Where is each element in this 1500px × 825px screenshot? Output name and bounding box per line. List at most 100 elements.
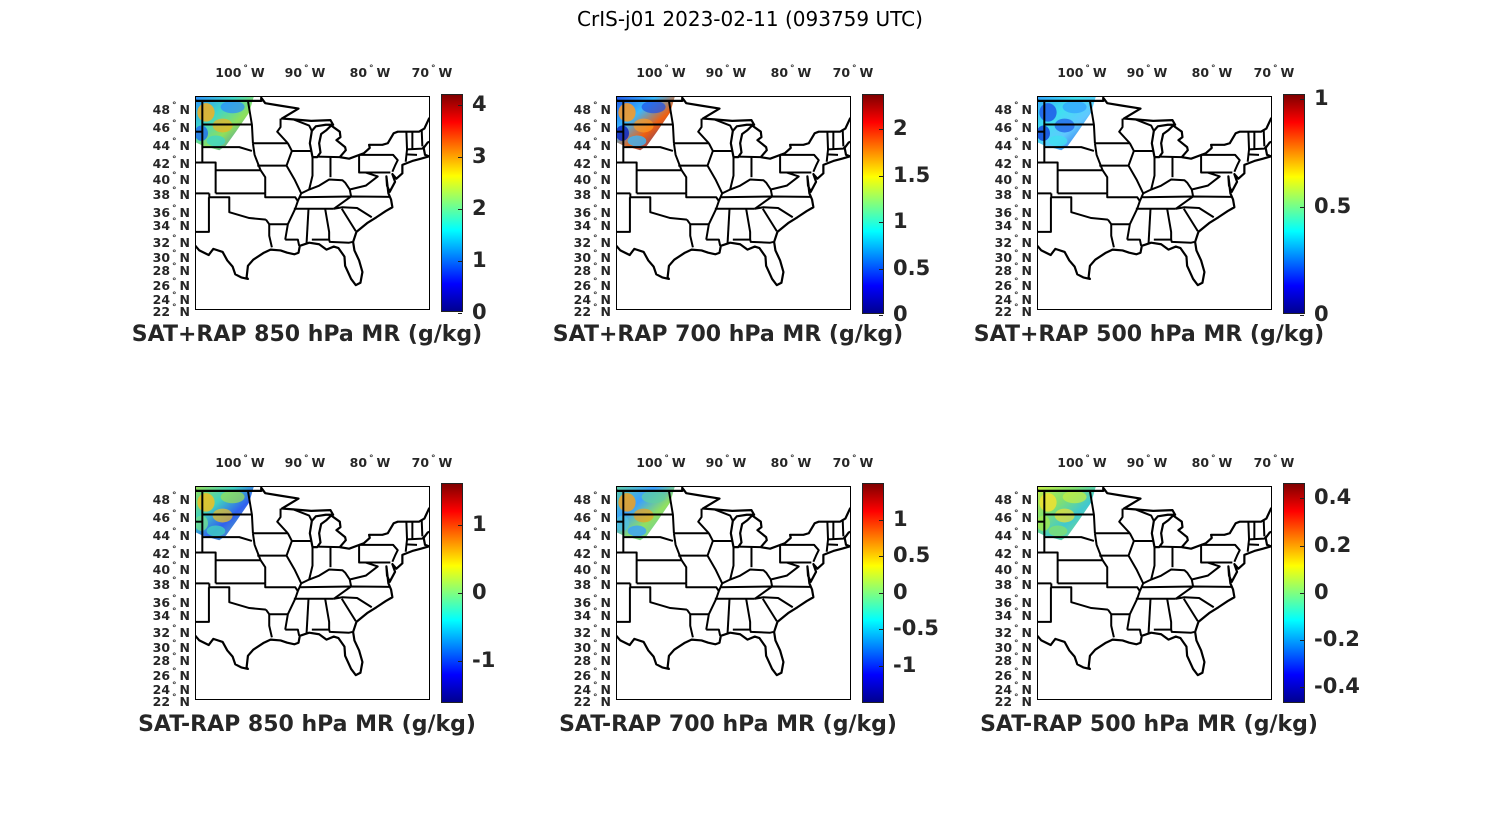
colorbar-tick-mark: [1300, 498, 1304, 500]
degree-symbol: °: [593, 527, 598, 537]
lat-hemisphere: N: [179, 292, 190, 307]
degree-symbol: °: [725, 454, 730, 464]
lat-value: 46: [573, 510, 592, 525]
state-border: [406, 522, 407, 552]
state-border: [196, 587, 209, 622]
longitude-label: 100 ° W: [636, 454, 685, 470]
state-border: [202, 537, 252, 541]
state-border: [1108, 610, 1130, 615]
latitude-label: 40 ° N: [995, 170, 1032, 186]
degree-symbol: °: [172, 291, 177, 301]
state-border: [728, 209, 730, 244]
longitude-label: 90 ° W: [285, 64, 326, 80]
latitude-label: 34 ° N: [574, 216, 611, 232]
state-border: [730, 157, 733, 189]
colorbar-tick-label: 2: [893, 116, 908, 141]
state-border: [407, 536, 424, 539]
degree-symbol: °: [593, 667, 598, 677]
lat-value: 30: [152, 640, 171, 655]
lat-hemisphere: N: [179, 562, 190, 577]
state-border: [265, 583, 298, 591]
lat-hemisphere: N: [179, 546, 190, 561]
degree-symbol: °: [1014, 561, 1019, 571]
lat-value: 34: [994, 608, 1013, 623]
colorbar: [1283, 94, 1305, 316]
latitude-label: 44 ° N: [574, 136, 611, 152]
state-border: [722, 179, 772, 196]
latitude-label: 40 ° N: [153, 560, 190, 576]
lat-hemisphere: N: [600, 694, 611, 709]
degree-symbol: °: [664, 454, 669, 464]
colorbar-tick-label: -1: [472, 648, 496, 673]
state-border: [1201, 155, 1240, 172]
longitude-label: 80 ° W: [350, 454, 391, 470]
degree-symbol: °: [172, 607, 177, 617]
longitude-label: 90 ° W: [706, 454, 747, 470]
colorbar-tick-mark: [458, 157, 462, 159]
colorbar-tick-label: 1: [1314, 86, 1329, 111]
degree-symbol: °: [172, 217, 177, 227]
colorbar-tick-mark: [879, 129, 883, 131]
state-border: [350, 545, 378, 580]
latitude-label: 48 ° N: [995, 100, 1032, 116]
state-border: [1044, 537, 1094, 541]
lat-value: 22: [573, 304, 592, 319]
state-border: [1154, 240, 1195, 243]
latitude-label: 44 ° N: [995, 526, 1032, 542]
state-border: [780, 155, 819, 172]
colorbar-tick-label: 0.5: [1314, 194, 1352, 219]
latitude-label: 46 ° N: [574, 508, 611, 524]
degree-symbol: °: [304, 64, 309, 74]
lat-hemisphere: N: [179, 263, 190, 278]
state-border: [334, 597, 372, 607]
colorbar-tick-label: 0: [472, 579, 487, 604]
map-panel: 100 ° W 90 ° W 80 ° W 70 ° W 48 ° N 46 ° N 44 ° N 42 ° N 40 ° N 38 °…: [541, 60, 930, 360]
state-border: [669, 101, 674, 143]
lat-hemisphere: N: [1021, 668, 1032, 683]
state-border: [682, 170, 687, 193]
lon-hemisphere: W: [376, 65, 391, 80]
state-border: [714, 509, 733, 521]
state-border: [299, 196, 390, 197]
colorbar-tick-mark: [1300, 640, 1304, 642]
map-panel: 100 ° W 90 ° W 80 ° W 70 ° W 48 ° N 46 ° N 44 ° N 42 ° N 40 ° N 38 °…: [120, 60, 487, 360]
lat-hemisphere: N: [600, 304, 611, 319]
colorbar-tick-label: 1: [893, 506, 908, 531]
colorbar-tick-label: 1: [893, 209, 908, 234]
map-plot-area: [1037, 486, 1272, 700]
lat-hemisphere: N: [1021, 102, 1032, 117]
state-border: [334, 207, 372, 217]
state-border: [1249, 536, 1266, 539]
lat-value: 38: [994, 577, 1013, 592]
degree-symbol: °: [593, 137, 598, 147]
latitude-label: 24 ° N: [574, 680, 611, 696]
lon-value: 100: [1057, 65, 1084, 80]
state-border: [733, 240, 774, 243]
colorbar: [1283, 483, 1305, 703]
latitude-label: 42 ° N: [574, 154, 611, 170]
lat-hemisphere: N: [1021, 138, 1032, 153]
state-border: [720, 586, 811, 587]
colorbar-tick-label: 2: [472, 196, 487, 221]
degree-symbol: °: [593, 594, 598, 604]
lon-hemisphere: W: [1153, 455, 1168, 470]
lat-value: 46: [152, 120, 171, 135]
lat-value: 34: [573, 608, 592, 623]
lat-value: 26: [152, 278, 171, 293]
colorbar-tick-label: 0: [472, 300, 487, 324]
degree-symbol: °: [172, 119, 177, 129]
state-border: [1141, 586, 1232, 587]
degree-symbol: °: [172, 509, 177, 519]
longitude-label: 80 ° W: [771, 454, 812, 470]
lon-hemisphere: W: [250, 455, 265, 470]
lat-value: 34: [573, 218, 592, 233]
lon-hemisphere: W: [859, 65, 874, 80]
lat-value: 30: [994, 250, 1013, 265]
state-border: [1192, 545, 1220, 580]
lat-hemisphere: N: [600, 138, 611, 153]
latitude-label: 32 ° N: [574, 233, 611, 249]
latitude-label: 38 ° N: [153, 185, 190, 201]
map-panel: 100 ° W 90 ° W 80 ° W 70 ° W 48 ° N 46 ° N 44 ° N 42 ° N 40 ° N 38 °…: [541, 450, 939, 750]
lat-hemisphere: N: [600, 187, 611, 202]
map-panel: 100 ° W 90 ° W 80 ° W 70 ° W 48 ° N 46 ° N 44 ° N 42 ° N 40 ° N 38 °…: [962, 60, 1351, 360]
